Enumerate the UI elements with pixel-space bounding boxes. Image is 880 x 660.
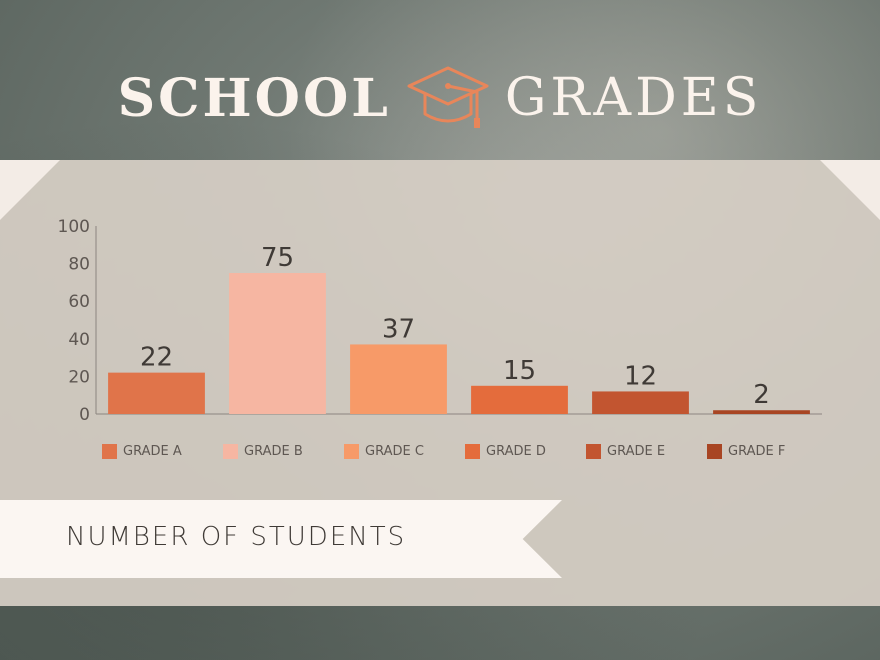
legend-item: GRADE C — [344, 444, 424, 459]
graduation-cap-icon — [407, 66, 489, 128]
legend-swatch — [465, 444, 480, 459]
bar-grade-a — [108, 372, 205, 414]
legend-item: GRADE D — [465, 444, 546, 459]
legend-item: GRADE F — [707, 444, 785, 459]
page-title: SCHOOL GRADES — [0, 58, 880, 138]
legend-item: GRADE B — [223, 444, 303, 459]
y-tick-label: 60 — [68, 292, 90, 312]
bar-grade-d — [471, 385, 568, 414]
bar-grade-c — [350, 344, 447, 414]
chart-subtitle: NUMBER OF STUDENTS — [66, 522, 407, 552]
y-tick-label: 80 — [68, 255, 90, 275]
legend-label: GRADE C — [365, 444, 424, 459]
legend-item: GRADE A — [102, 444, 182, 459]
legend-label: GRADE A — [123, 444, 182, 459]
legend-label: GRADE E — [607, 444, 666, 459]
legend-swatch — [102, 444, 117, 459]
data-label: 37 — [382, 314, 415, 344]
subtitle-ribbon — [0, 500, 562, 578]
data-label: 15 — [503, 356, 536, 386]
legend-swatch — [707, 444, 722, 459]
y-tick-label: 40 — [68, 330, 90, 350]
legend-swatch — [223, 444, 238, 459]
legend-item: GRADE E — [586, 444, 665, 459]
data-label: 22 — [140, 343, 173, 373]
chart-legend: GRADE A GRADE B GRADE C GRADE D GRADE E GRADE… — [102, 444, 842, 464]
bar-grade-f — [713, 410, 810, 414]
legend-label: GRADE D — [486, 444, 546, 459]
bar-grade-e — [592, 391, 689, 414]
legend-swatch — [344, 444, 359, 459]
bar-grade-b — [229, 273, 326, 414]
y-tick-label: 20 — [68, 367, 90, 387]
legend-label: GRADE F — [728, 444, 786, 459]
title-word-school: SCHOOL — [117, 67, 391, 129]
data-label: 12 — [624, 361, 657, 391]
data-label: 75 — [261, 243, 294, 273]
legend-label: GRADE B — [244, 444, 303, 459]
y-tick-label: 100 — [58, 217, 90, 237]
legend-swatch — [586, 444, 601, 459]
title-word-grades: GRADES — [504, 68, 763, 128]
data-label: 2 — [753, 380, 770, 410]
y-tick-label: 0 — [79, 405, 90, 425]
